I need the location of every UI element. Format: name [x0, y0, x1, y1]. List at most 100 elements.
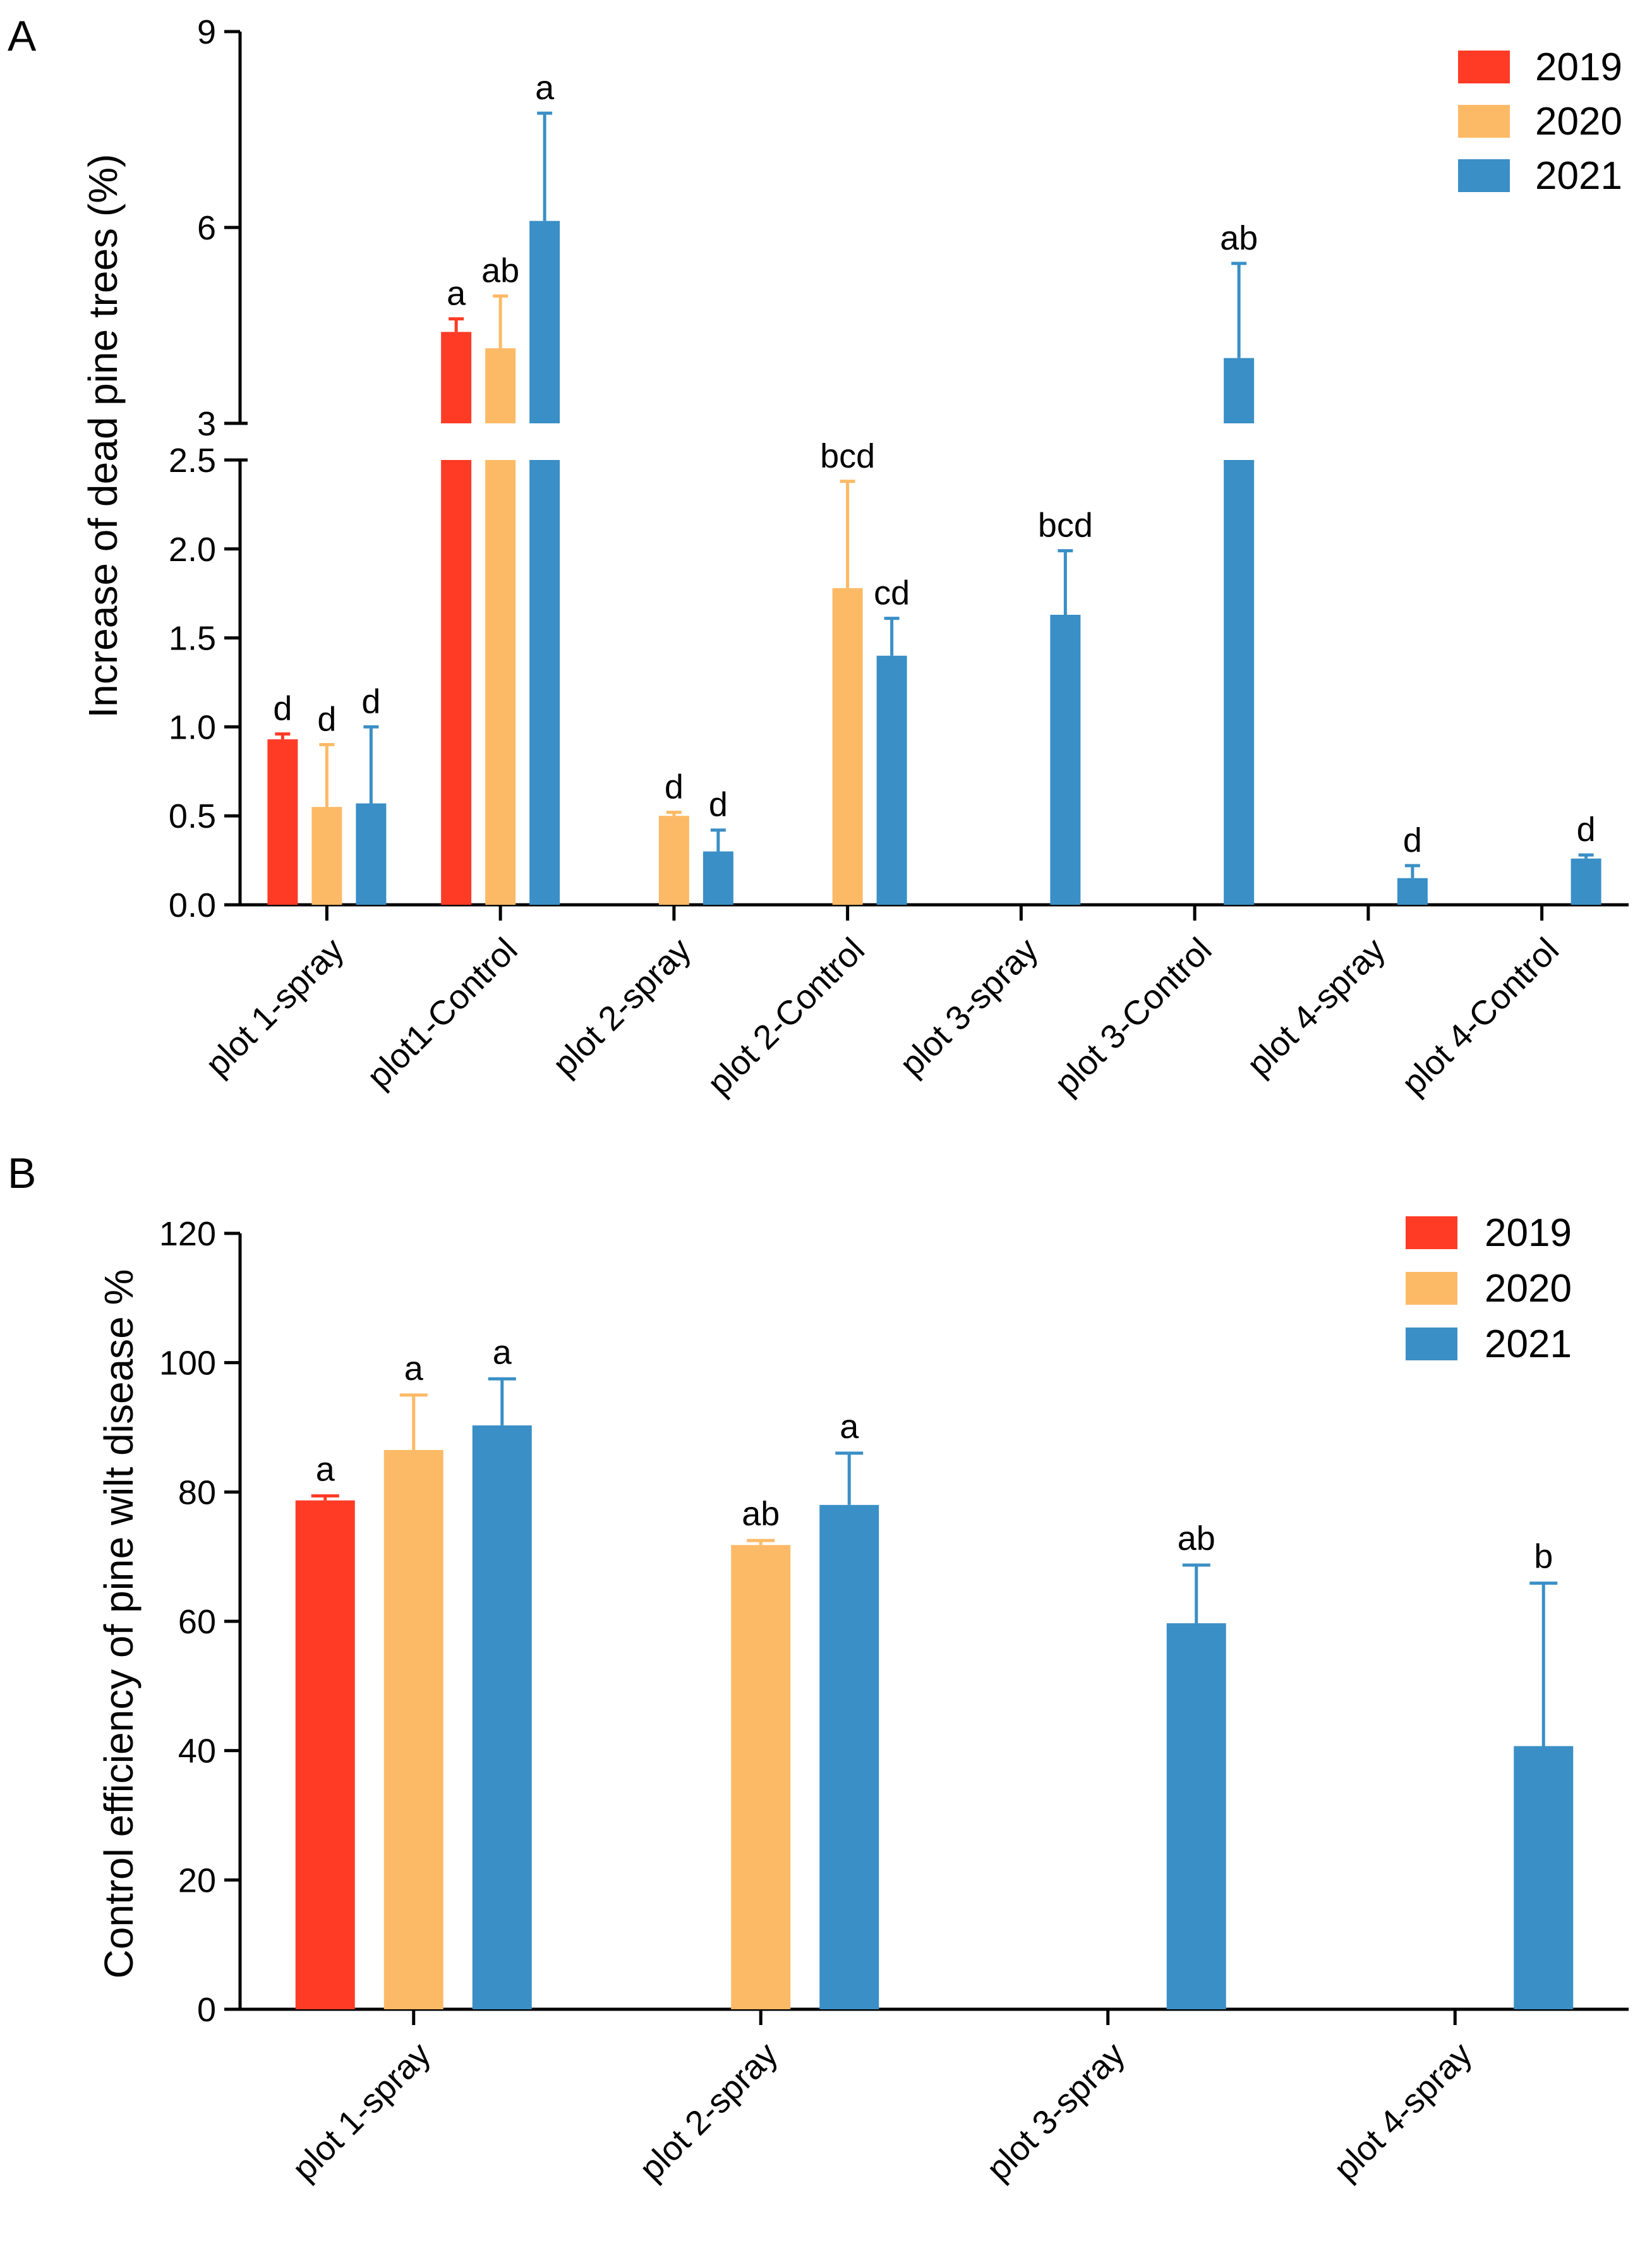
- panel-a-y-tick-label: 1.5: [169, 620, 216, 658]
- panel-a-y-tick-label: 3: [197, 405, 216, 443]
- panel-a-y-tick-label: 0.0: [169, 886, 216, 924]
- panel-a-category-plot-3-control: plot 3-Control: [1047, 931, 1219, 1103]
- panel-b-y-tick-label: 60: [178, 1603, 216, 1641]
- sig-label-a-plot1-control-2021: a: [535, 69, 555, 107]
- legend-a-swatch-2021: [1458, 159, 1510, 192]
- panel-b-category-labels: plot 1-spray plot 2-spray plot 3-spray plot…: [285, 2035, 1479, 2188]
- panel-a-letter: A: [8, 12, 37, 60]
- bar-a-plot-3-control-2021-lower: [1224, 460, 1255, 905]
- legend-a-label-2020: 2020: [1535, 100, 1622, 143]
- panel-b-y-tick-label: 80: [178, 1473, 216, 1511]
- legend-a-label-2021: 2021: [1535, 154, 1622, 198]
- bar-a-plot1-control-2021-lower: [529, 460, 560, 905]
- panel-a-legend: 2019 2020 2021: [1458, 45, 1622, 198]
- panel-a-y-tick-label: 2.0: [169, 531, 216, 569]
- panel-a-category-labels: plot 1-spray plot1-Control plot 2-spray plo…: [198, 931, 1566, 1103]
- panel-b-y-tick-label: 120: [159, 1215, 216, 1253]
- panel-a-y-axis-title: Increase of dead pine trees (%): [80, 154, 126, 718]
- bar-a-plot-4-spray-2021: [1397, 878, 1428, 905]
- bar-a-plot-2-control-2020: [832, 588, 863, 905]
- panel-a-category-plot-4-control: plot 4-Control: [1394, 931, 1566, 1103]
- panel-a-axes: 0.0 0.5 1.0 1.5 2.0 2.53 6 9: [169, 13, 1629, 924]
- panel-b-category-plot-2-spray: plot 2-spray: [632, 2035, 785, 2188]
- bar-a-plot-3-spray-2021: [1050, 614, 1081, 905]
- panel-a: A Increase of dead pine trees (%) 0.0 0.5…: [8, 12, 1629, 1103]
- sig-label-b-plot-1-spray-2019: a: [316, 1450, 335, 1488]
- sig-label-b-plot-3-spray-2021: ab: [1178, 1520, 1215, 1557]
- bar-a-plot-1-spray-2021: [356, 803, 387, 905]
- bar-a-plot1-control-2020-lower: [485, 460, 516, 905]
- legend-a-swatch-2020: [1458, 105, 1510, 138]
- panel-b-y-tick-label: 20: [178, 1861, 216, 1899]
- legend-b-label-2021: 2021: [1485, 1322, 1572, 1366]
- sig-label-a-plot-2-spray-2020: d: [665, 768, 684, 806]
- panel-a-category-plot-4-spray: plot 4-spray: [1239, 931, 1392, 1084]
- bar-b-plot-2-spray-2020: [731, 1545, 791, 2009]
- bar-a-plot-1-spray-2020: [311, 807, 342, 905]
- bar-b-plot-4-spray-2021: [1514, 1746, 1574, 2009]
- bar-b-plot-3-spray-2021: [1166, 1623, 1226, 2009]
- panel-a-category-plot-1-spray: plot 1-spray: [198, 931, 351, 1084]
- legend-b-label-2020: 2020: [1485, 1267, 1572, 1310]
- panel-b-legend: 2019 2020 2021: [1406, 1211, 1572, 1366]
- panel-b-y-tick-label: 0: [197, 1991, 216, 2029]
- panel-b-category-plot-1-spray: plot 1-spray: [285, 2035, 438, 2188]
- sig-label-a-plot1-control-2020: ab: [481, 252, 519, 290]
- sig-label-b-plot-1-spray-2021: a: [493, 1333, 512, 1371]
- panel-b-axes: 0 20 40 60 80 100 120: [159, 1215, 1629, 2029]
- legend-b-label-2019: 2019: [1485, 1211, 1572, 1255]
- sig-label-b-plot-4-spray-2021: b: [1534, 1538, 1553, 1576]
- bar-b-plot-1-spray-2019: [295, 1500, 355, 2009]
- sig-label-b-plot-1-spray-2020: a: [404, 1350, 424, 1388]
- legend-a-label-2019: 2019: [1535, 45, 1622, 89]
- bar-a-plot-1-spray-2019: [267, 739, 298, 905]
- panel-b-category-plot-4-spray: plot 4-spray: [1327, 2035, 1480, 2188]
- panel-a-category-plot-3-spray: plot 3-spray: [893, 931, 1046, 1084]
- bar-b-plot-1-spray-2020: [383, 1449, 443, 2009]
- bar-a-plot-2-spray-2020: [658, 816, 689, 905]
- panel-b-y-axis-title: Control efficiency of pine wilt disease …: [96, 1269, 142, 1979]
- legend-a-swatch-2019: [1458, 51, 1510, 83]
- bar-b-plot-1-spray-2021: [472, 1425, 532, 2009]
- sig-label-a-plot1-control-2019: a: [447, 275, 466, 313]
- sig-label-a-plot-1-spray-2021: d: [361, 682, 380, 720]
- panel-b-y-tick-label: 40: [178, 1733, 216, 1770]
- sig-label-a-plot-3-spray-2021: bcd: [1038, 507, 1093, 545]
- bar-a-plot-2-spray-2021: [702, 851, 733, 905]
- bar-a-plot-3-control-2021-upper: [1224, 358, 1255, 423]
- panel-b-category-plot-3-spray: plot 3-spray: [979, 2035, 1132, 2188]
- sig-label-b-plot-2-spray-2020: ab: [742, 1495, 780, 1533]
- bar-a-plot1-control-2019-lower: [441, 460, 472, 905]
- panel-a-y-tick-label: 1.0: [169, 708, 216, 746]
- sig-label-a-plot-3-control-2021: ab: [1220, 219, 1258, 257]
- legend-b-swatch-2021: [1406, 1328, 1457, 1360]
- sig-label-a-plot-2-control-2021: cd: [874, 574, 910, 612]
- legend-b-swatch-2019: [1406, 1216, 1457, 1249]
- bar-a-plot1-control-2019-upper: [441, 332, 472, 423]
- panel-b-bars: a a a ab a ab b: [295, 1333, 1574, 2009]
- legend-b-swatch-2020: [1406, 1272, 1457, 1305]
- sig-label-a-plot-1-spray-2020: d: [317, 701, 336, 739]
- sig-label-a-plot-4-spray-2021: d: [1403, 821, 1422, 859]
- panel-a-category-plot-2-spray: plot 2-spray: [545, 931, 698, 1084]
- panel-a-category-plot1-control: plot1-Control: [360, 931, 525, 1096]
- bar-a-plot1-control-2021-upper: [529, 221, 560, 423]
- panel-a-y-tick-label: 6: [197, 209, 216, 247]
- sig-label-a-plot-2-control-2020: bcd: [820, 437, 875, 475]
- panel-a-y-tick-label: 0.5: [169, 797, 216, 835]
- sig-label-b-plot-2-spray-2021: a: [840, 1408, 859, 1446]
- sig-label-a-plot-2-spray-2021: d: [709, 786, 728, 824]
- panel-b-letter: B: [8, 1149, 36, 1197]
- panel-a-y-tick-label: 9: [197, 13, 216, 51]
- bar-a-plot-2-control-2021: [876, 655, 907, 905]
- sig-label-a-plot-4-control-2021: d: [1577, 811, 1596, 849]
- panel-a-y-tick-label: 2.5: [169, 442, 216, 480]
- panel-b-y-tick-label: 100: [159, 1345, 216, 1382]
- bar-b-plot-2-spray-2021: [819, 1504, 879, 2009]
- bar-a-plot1-control-2020-upper: [485, 348, 516, 423]
- panel-b: B Control efficiency of pine wilt diseas…: [8, 1149, 1629, 2188]
- panel-a-category-plot-2-control: plot 2-Control: [700, 931, 872, 1103]
- sig-label-a-plot-1-spray-2019: d: [273, 690, 292, 728]
